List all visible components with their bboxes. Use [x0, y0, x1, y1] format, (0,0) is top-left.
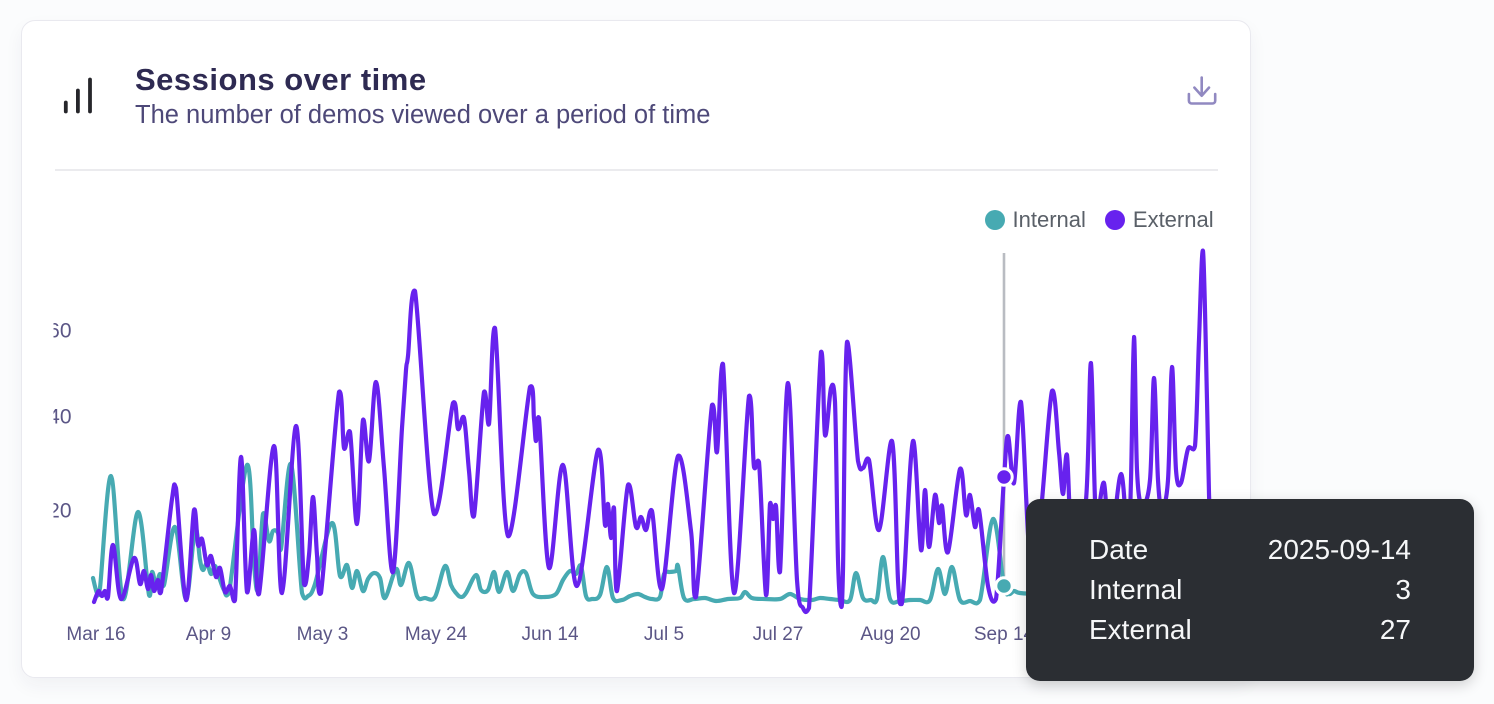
svg-text:Sep 14: Sep 14 — [974, 624, 1035, 645]
svg-text:May 24: May 24 — [405, 624, 468, 645]
svg-text:Jul 27: Jul 27 — [753, 624, 804, 645]
svg-text:Mar 16: Mar 16 — [66, 624, 125, 645]
svg-text:Apr 9: Apr 9 — [186, 624, 231, 645]
svg-text:Aug 20: Aug 20 — [860, 624, 920, 645]
svg-text:May 3: May 3 — [297, 624, 349, 645]
svg-text:20: 20 — [48, 500, 71, 523]
svg-text:Jun 14: Jun 14 — [521, 624, 578, 645]
svg-text:Jul 5: Jul 5 — [644, 624, 684, 645]
svg-text:40: 40 — [48, 406, 71, 429]
svg-text:60: 60 — [48, 320, 71, 343]
